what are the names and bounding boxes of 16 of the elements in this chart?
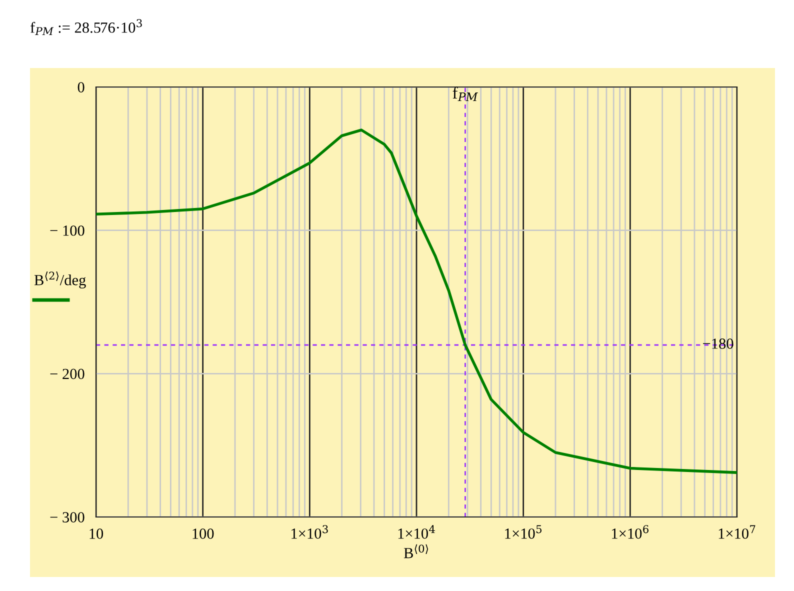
x-tick-label: 1×10$^{5}$ xyxy=(505,525,542,539)
x-tick-label: 1×10$^{6}$ xyxy=(612,525,648,539)
x-tick-label: 1×10$^{3}$ xyxy=(292,525,328,539)
y-tick-label: 0 xyxy=(78,82,84,92)
y-tick-label: − 100 xyxy=(50,225,84,236)
ref-line-label: f$_{PM}$ xyxy=(452,86,478,102)
x-axis-title: B$^{⟨0⟩}$ xyxy=(404,544,428,558)
chart-title: f$_{PM}$ := 28.576·10$^{3}$ xyxy=(30,19,142,36)
y-tick-label: − 200 xyxy=(50,368,84,380)
x-tick-label: 10 xyxy=(90,528,104,539)
x-tick-label: 1×10$^{7}$ xyxy=(718,525,756,539)
y-tick-label: − 300 xyxy=(50,512,84,522)
x-tick-label: 1×10$^{4}$ xyxy=(398,525,435,539)
ref-line-label: −180 xyxy=(703,338,734,349)
y-axis-title: B$^{⟨2⟩}$/deg xyxy=(34,271,86,288)
x-tick-label: 100 xyxy=(192,528,214,539)
